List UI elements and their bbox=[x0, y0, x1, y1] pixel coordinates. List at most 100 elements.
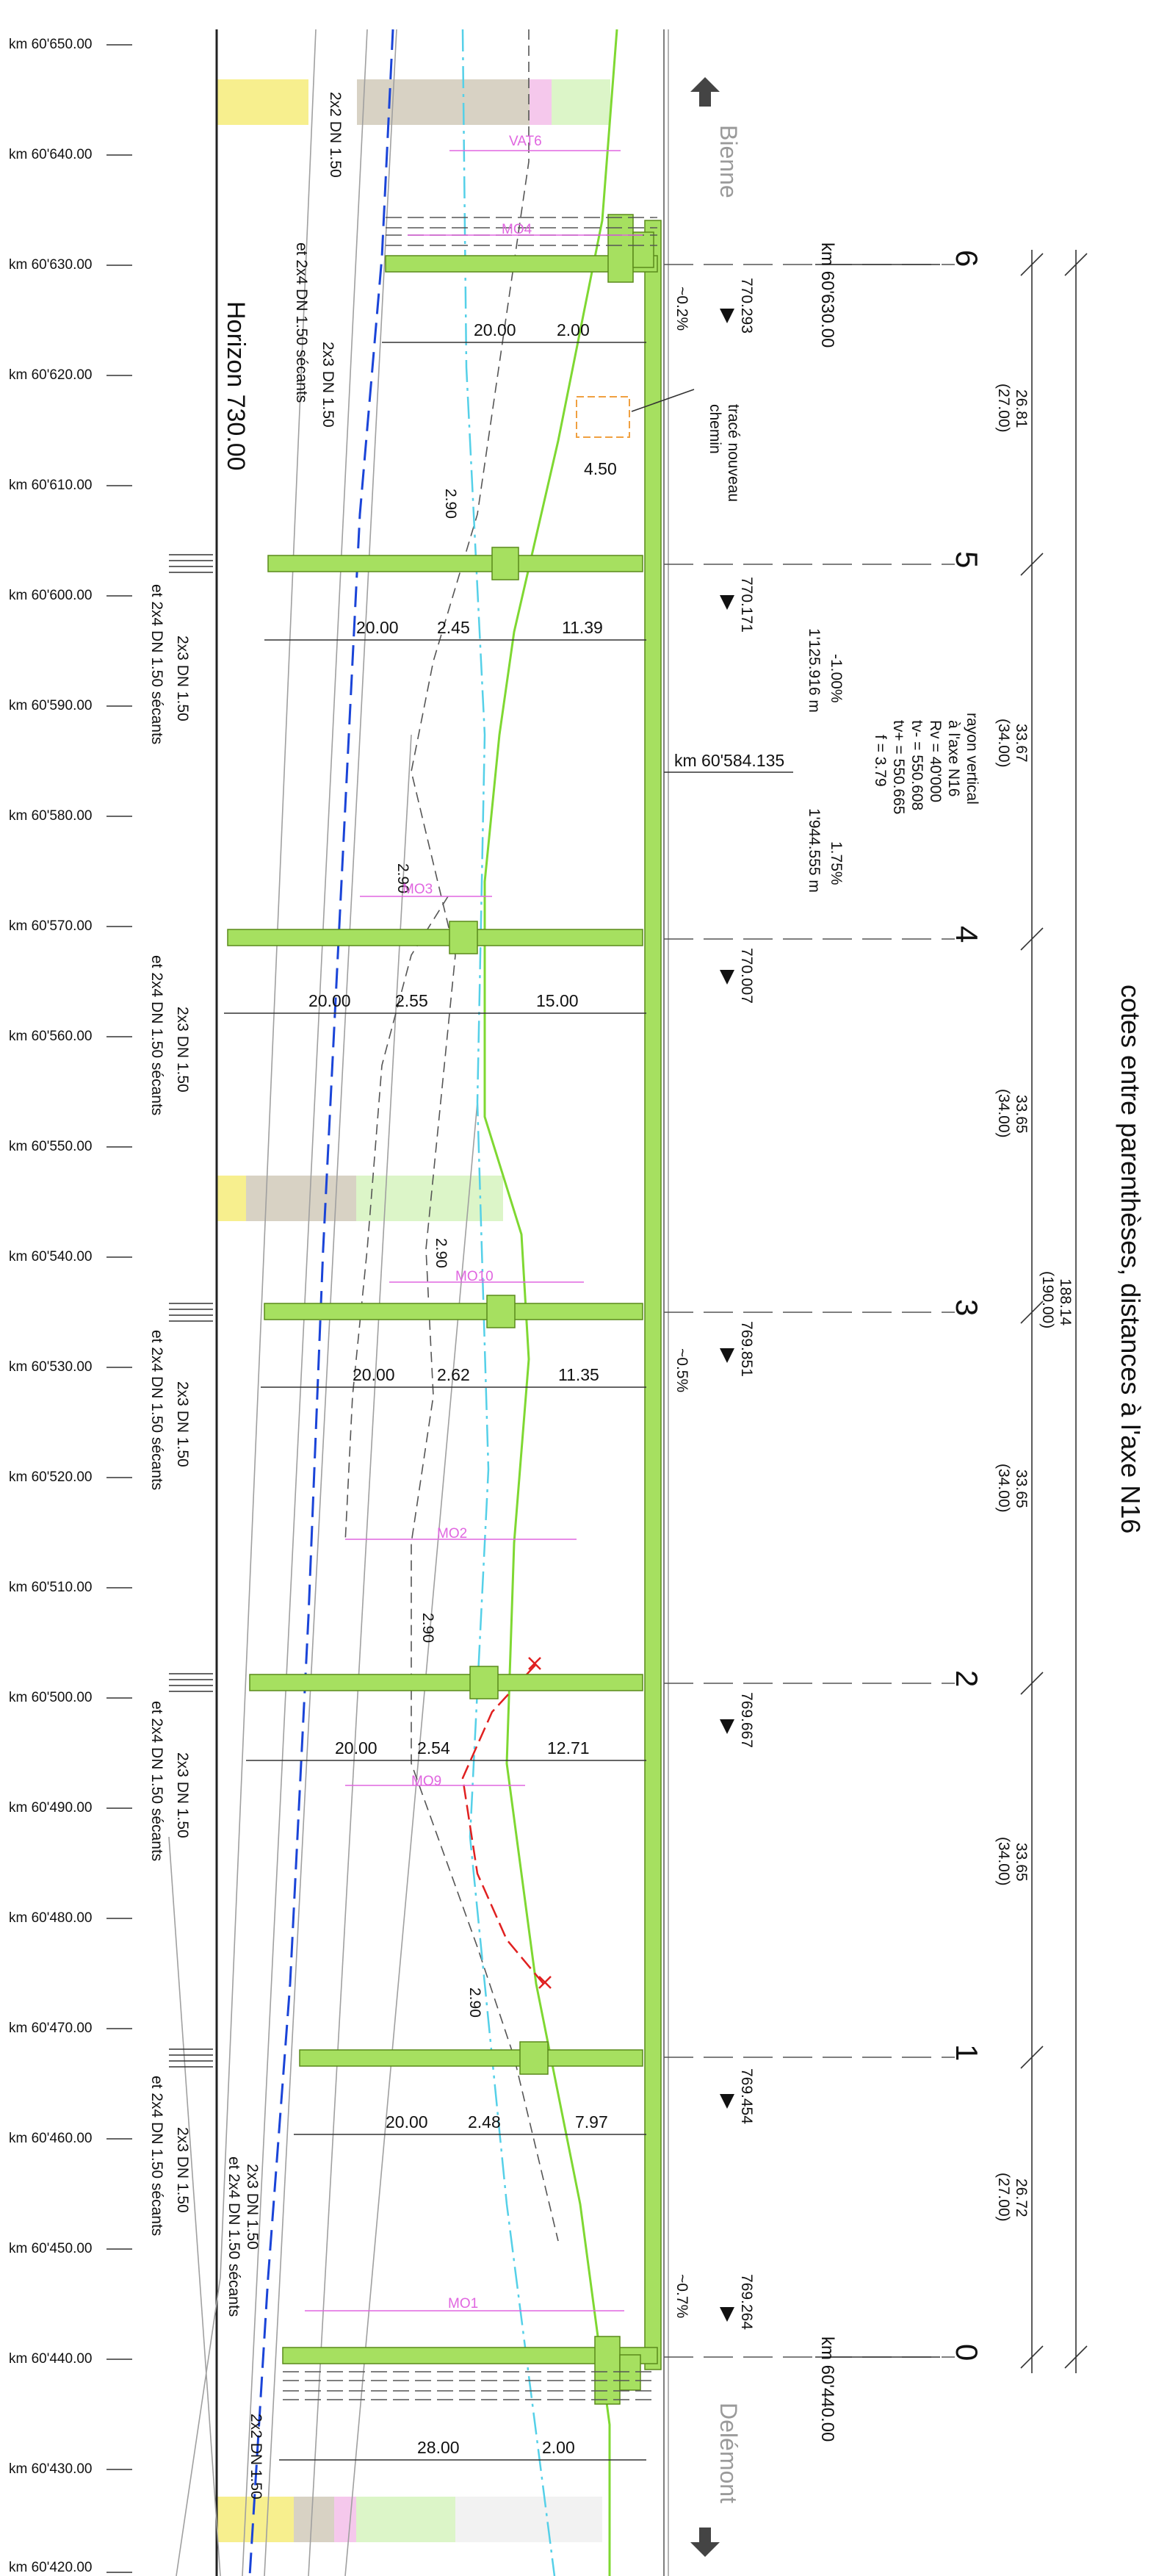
direction-delemont: Delémont bbox=[715, 2403, 742, 2503]
new-path-label-2: chemin bbox=[707, 404, 723, 454]
km-label: km 60'480.00 bbox=[9, 1910, 93, 1926]
total-axis: (190.00) bbox=[1039, 1271, 1056, 1329]
km-label: km 60'530.00 bbox=[9, 1359, 93, 1375]
dim: 20.00 bbox=[353, 1365, 395, 1384]
axis-number-1: 1 bbox=[950, 2044, 984, 2062]
slope-3: ~0.5% bbox=[673, 1348, 690, 1393]
pier-3 bbox=[264, 1295, 643, 1328]
north-arrow bbox=[690, 77, 720, 107]
grade-right: 1.75% bbox=[828, 841, 845, 885]
terrain-contours bbox=[168, 29, 669, 2576]
middle-ground-band bbox=[217, 1176, 503, 1221]
dim: 20.00 bbox=[474, 320, 516, 339]
grade-left: -1.00% bbox=[828, 654, 845, 703]
dim: 20.00 bbox=[308, 991, 351, 1010]
elevation-1: 769.454 bbox=[738, 2068, 755, 2124]
drawing-title: cotes entre parenthèses, distances à l'a… bbox=[1116, 985, 1146, 1534]
pile-label: 2x3 DN 1.50 bbox=[174, 2127, 191, 2213]
elevation-6: 770.293 bbox=[738, 278, 755, 334]
km-vertex-label: km 60'584.135 bbox=[674, 751, 785, 770]
axis-number-0: 0 bbox=[950, 2344, 984, 2361]
pile-label-bot3: 2x2 DN 1.50 bbox=[248, 2414, 264, 2500]
curve-line: tv+ = 550.665 bbox=[890, 720, 907, 815]
dim: 2.00 bbox=[542, 2438, 575, 2457]
span-length: 26.81 bbox=[1013, 389, 1030, 428]
span-axis: (34.00) bbox=[995, 1089, 1012, 1138]
km-label: km 60'420.00 bbox=[9, 2560, 93, 2575]
km-label: km 60'580.00 bbox=[9, 808, 93, 824]
km-ticks bbox=[106, 44, 132, 2573]
dim: 2.55 bbox=[395, 991, 428, 1010]
dim: 11.35 bbox=[558, 1365, 599, 1384]
span-axis: (27.00) bbox=[995, 2173, 1012, 2222]
bottom-ground-band bbox=[217, 2497, 602, 2542]
km-label: km 60'440.00 bbox=[9, 2351, 93, 2367]
pile-label: 2x3 DN 1.50 bbox=[174, 1381, 191, 1467]
span-dimension-chain bbox=[1020, 250, 1088, 2373]
pier-2 bbox=[249, 1666, 643, 1699]
km-label: km 60'550.00 bbox=[9, 1139, 93, 1154]
km-label: km 60'620.00 bbox=[9, 367, 93, 383]
dim: 2.00 bbox=[557, 320, 590, 339]
dim: 20.00 bbox=[386, 2112, 428, 2131]
mo-lines bbox=[305, 150, 643, 2311]
km-label: km 60'540.00 bbox=[9, 1249, 93, 1264]
curve-line: rayon vertical bbox=[964, 713, 980, 805]
pile-label-top: 2x2 DN 1.50 bbox=[327, 92, 344, 178]
red-old-path bbox=[461, 1663, 544, 1985]
new-path-label-1: tracé nouveau bbox=[725, 404, 742, 503]
pile-label: et 2x4 DN 1.50 sécants bbox=[148, 584, 165, 745]
km-label: km 60'600.00 bbox=[9, 588, 93, 603]
pile-label: 2x3 DN 1.50 bbox=[174, 636, 191, 722]
pier-1 bbox=[299, 2041, 643, 2075]
total-length: 188.14 bbox=[1057, 1278, 1074, 1326]
pier-5 bbox=[267, 547, 643, 580]
km-label: km 60'510.00 bbox=[9, 1580, 93, 1595]
elevation-5: 770.171 bbox=[738, 577, 755, 633]
blue-utility-line bbox=[248, 29, 394, 2576]
pile-label-bot: 2x3 DN 1.50 bbox=[244, 2164, 261, 2250]
abutment-0-lines bbox=[283, 2371, 657, 2400]
pile-label: 2x3 DN 1.50 bbox=[174, 1752, 191, 1838]
mo-label: MO4 bbox=[502, 222, 532, 237]
curve-line: tv- = 550.608 bbox=[908, 720, 925, 811]
pile-label-top2: 2x3 DN 1.50 bbox=[319, 342, 336, 428]
curve-line: à l'axe N16 bbox=[945, 720, 962, 797]
mo-label: MO10 bbox=[455, 1269, 494, 1284]
span-axis: (34.00) bbox=[995, 719, 1012, 768]
mo-label: MO1 bbox=[448, 2296, 479, 2311]
pile-marks bbox=[169, 554, 213, 2068]
axis-lines bbox=[664, 264, 955, 2358]
km-label: km 60'570.00 bbox=[9, 918, 93, 934]
elevation-4: 770.007 bbox=[738, 948, 755, 1004]
pile-label: et 2x4 DN 1.50 sécants bbox=[148, 955, 165, 1116]
span-axis: (34.00) bbox=[995, 1837, 1012, 1886]
horizon-label: Horizon 730.00 bbox=[222, 301, 250, 471]
south-arrow bbox=[690, 2528, 720, 2557]
dim: 12.71 bbox=[547, 1738, 590, 1757]
dim: 2.90 bbox=[433, 1238, 449, 1268]
grade-left-length: 1'125.916 m bbox=[806, 628, 823, 713]
elevation-2: 769.667 bbox=[738, 1692, 755, 1748]
axis-number-4: 4 bbox=[950, 926, 984, 943]
pier-4 bbox=[227, 921, 643, 954]
pile-label-top3: et 2x4 DN 1.50 sécants bbox=[293, 242, 310, 403]
curve-line: f = 3.79 bbox=[872, 735, 889, 787]
pile-label-bot2: et 2x4 DN 1.50 sécants bbox=[225, 2156, 242, 2317]
red-cross-marks bbox=[528, 1657, 552, 1989]
km-label: km 60'460.00 bbox=[9, 2131, 93, 2146]
dim: 2.48 bbox=[468, 2112, 501, 2131]
axis-number-3: 3 bbox=[950, 1299, 984, 1317]
dim: 15.00 bbox=[536, 991, 579, 1010]
abutment-6 bbox=[385, 214, 658, 283]
mo-label: MO2 bbox=[437, 1526, 468, 1541]
curve-line: Rv = 40'000 bbox=[927, 720, 944, 803]
km-label: km 60'490.00 bbox=[9, 1800, 93, 1816]
axis-number-5: 5 bbox=[950, 551, 984, 569]
km-end-label: km 60'440.00 bbox=[817, 2336, 837, 2442]
pile-label: 2x3 DN 1.50 bbox=[174, 1007, 191, 1093]
dim: 2.90 bbox=[466, 1987, 483, 2018]
dim: 2.90 bbox=[442, 489, 459, 519]
km-label: km 60'450.00 bbox=[9, 2241, 93, 2256]
km-label: km 60'500.00 bbox=[9, 1690, 93, 1705]
